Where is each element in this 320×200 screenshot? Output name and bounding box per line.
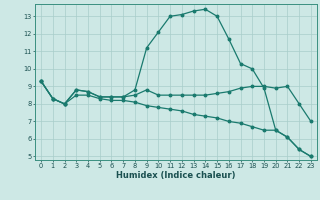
X-axis label: Humidex (Indice chaleur): Humidex (Indice chaleur) (116, 171, 236, 180)
